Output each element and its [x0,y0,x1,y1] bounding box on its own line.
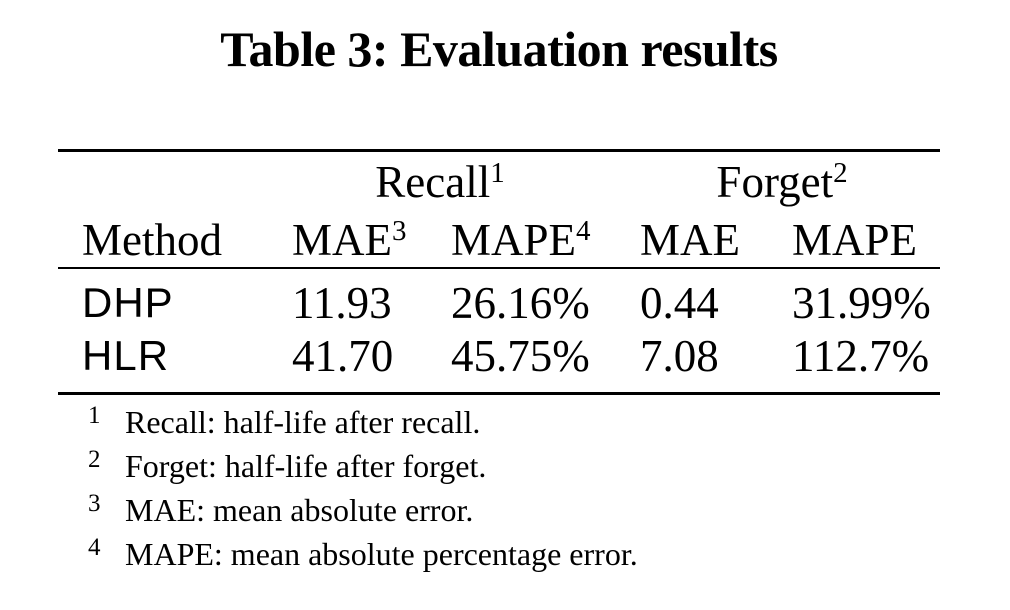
column-group-recall: Recall1 [292,149,641,213]
column-header-recall-mape: MAPE4 [451,212,641,269]
footnote-text: Forget: half-life after forget. [125,448,487,484]
value-cell-forget-mape: 112.7% [792,328,941,395]
footnote-marker: 1 [88,402,101,429]
table-body: DHP 11.93 26.16% 0.44 31.99% HLR 41.70 4… [58,268,941,395]
value-cell-recall-mae: 41.70 [292,328,451,395]
table-header: Recall1 Forget2 Method MAE3 MAPE4 MAE MA… [58,149,941,269]
footnote-marker: 4 [88,534,101,561]
table-caption: Table 3: Evaluation results [220,21,778,77]
value-cell-recall-mae: 11.93 [292,277,392,328]
column-header-recall-mae-label: MAE [292,214,392,265]
footnote-ref-3: 3 [392,214,407,247]
column-group-row: Recall1 Forget2 [58,149,941,213]
column-header-recall-mae: MAE3 [292,212,451,269]
column-header-recall-mape-label: MAPE [451,214,577,265]
table-row-hlr: HLR 41.70 45.75% 7.08 112.7% [58,328,941,395]
value-cell-forget-mae: 7.08 [640,328,793,395]
column-header-forget-mae-label: MAE [640,214,741,265]
table-footnotes: 1 Recall: half-life after recall. 2 Forg… [58,400,940,576]
footnote-ref-4: 4 [576,214,591,247]
footnote-mae: 3 MAE: mean absolute error. [58,488,940,532]
column-header-forget-mape-label: MAPE [792,214,918,265]
footnote-recall: 1 Recall: half-life after recall. [58,400,940,444]
method-cell: HLR [58,328,292,395]
value-cell-recall-mape: 45.75% [451,328,641,395]
footnote-text: MAE: mean absolute error. [125,492,474,528]
value-cell-recall-mape: 26.16% [451,277,590,328]
footnote-marker: 2 [88,446,101,473]
value-cell-forget-mape: 31.99% [792,277,931,328]
column-header-forget-mae: MAE [640,212,793,269]
table-row-dhp: DHP 11.93 26.16% 0.44 31.99% [58,268,940,329]
column-header-forget-mape: MAPE [792,212,941,269]
footnote-ref-2: 2 [833,157,848,190]
footnote-mape: 4 MAPE: mean absolute percentage error. [58,532,940,576]
footnote-text: MAPE: mean absolute percentage error. [125,536,638,572]
column-header-method-label: Method [82,214,222,265]
column-header-method: Method [58,212,292,269]
column-group-forget: Forget2 [640,149,941,213]
column-group-recall-label: Recall [375,157,491,208]
footnote-marker: 3 [88,490,101,517]
value-cell-forget-mae: 0.44 [640,277,719,328]
evaluation-table: Recall1 Forget2 Method MAE3 MAPE4 MAE MA… [58,149,941,395]
footnote-ref-1: 1 [490,157,505,190]
footnote-forget: 2 Forget: half-life after forget. [58,444,940,488]
column-header-row: Method MAE3 MAPE4 MAE MAPE [58,212,941,269]
column-group-forget-label: Forget [716,157,834,208]
method-cell: DHP [82,278,174,326]
footnote-text: Recall: half-life after recall. [125,404,481,440]
column-group-spacer [58,149,292,213]
